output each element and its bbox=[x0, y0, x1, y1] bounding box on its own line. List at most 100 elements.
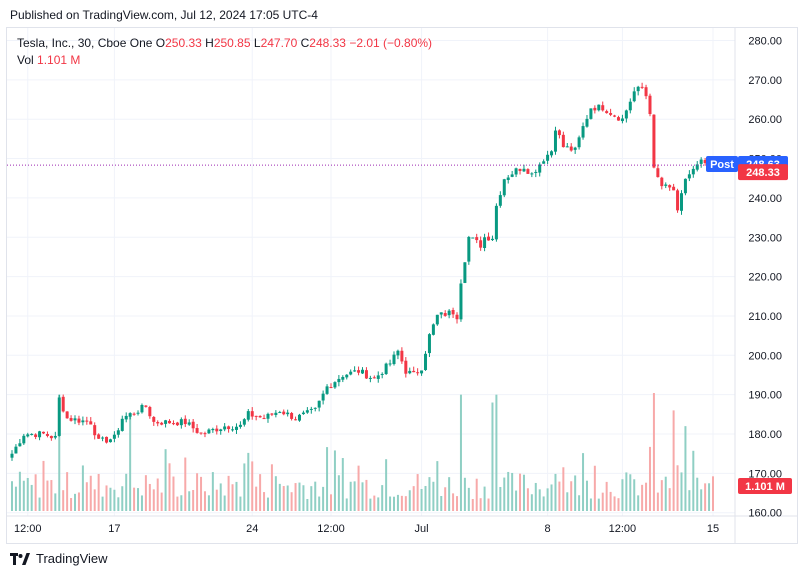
volume-bar bbox=[89, 475, 92, 511]
y-tick-label: 200.00 bbox=[748, 350, 782, 362]
candle-body bbox=[128, 413, 132, 417]
candle-body bbox=[223, 426, 227, 430]
y-tick-label: 170.00 bbox=[748, 468, 782, 480]
volume-badge-text: 1.101 M bbox=[745, 481, 785, 493]
candle-body bbox=[475, 237, 479, 241]
volume-bar bbox=[589, 498, 592, 511]
y-tick-label: 260.00 bbox=[748, 114, 782, 126]
candle-body bbox=[585, 118, 589, 127]
candle-body bbox=[613, 115, 617, 117]
volume-bar bbox=[294, 483, 297, 511]
volume-bar bbox=[519, 473, 522, 511]
candle-body bbox=[483, 237, 487, 249]
candle-body bbox=[408, 370, 412, 374]
candle-body bbox=[353, 370, 357, 372]
candle-body bbox=[93, 425, 97, 436]
volume-bar bbox=[263, 492, 266, 511]
volume-bar bbox=[97, 473, 100, 511]
candle-body bbox=[85, 420, 89, 422]
volume-bar bbox=[515, 490, 518, 511]
volume-bar bbox=[54, 493, 57, 511]
candle-body bbox=[676, 190, 680, 211]
volume-bar bbox=[302, 485, 305, 511]
candle-body bbox=[364, 370, 368, 379]
x-tick-label: 24 bbox=[246, 523, 258, 535]
volume-bar bbox=[70, 498, 73, 511]
volume-bar bbox=[534, 482, 537, 511]
volume-bar bbox=[558, 481, 561, 511]
candle-body bbox=[400, 350, 404, 362]
candle-body bbox=[191, 421, 195, 429]
volume-bar bbox=[400, 495, 403, 511]
candle-body bbox=[628, 101, 632, 111]
volume-bar bbox=[125, 473, 128, 511]
candle-body bbox=[282, 411, 286, 415]
volume-bar bbox=[656, 492, 659, 511]
candle-body bbox=[305, 410, 309, 413]
candle-body bbox=[593, 107, 597, 111]
candle-body bbox=[404, 360, 408, 374]
y-tick-label: 230.00 bbox=[748, 232, 782, 244]
volume-bar bbox=[456, 496, 459, 511]
volume-bar bbox=[278, 483, 281, 511]
candle-body bbox=[660, 177, 664, 187]
volume-label: Vol bbox=[17, 53, 34, 67]
volume-bar bbox=[46, 480, 49, 511]
close-value: 248.33 bbox=[309, 36, 346, 50]
volume-bar bbox=[448, 477, 451, 511]
close-label: C bbox=[300, 36, 310, 50]
volume-bar bbox=[341, 458, 344, 511]
volume-bar bbox=[282, 486, 285, 511]
candle-body bbox=[321, 393, 325, 401]
volume-bar bbox=[467, 487, 470, 511]
volume-bar bbox=[66, 472, 69, 511]
volume-bar bbox=[314, 481, 317, 511]
volume-bar bbox=[274, 476, 277, 511]
volume-bar bbox=[507, 471, 510, 511]
post-label-badge bbox=[706, 155, 738, 172]
volume-bar bbox=[85, 482, 88, 511]
volume-bar bbox=[290, 492, 293, 511]
volume-bar bbox=[133, 487, 136, 511]
volume-bar bbox=[333, 450, 336, 511]
candle-body bbox=[361, 369, 364, 374]
candle-body bbox=[636, 86, 640, 92]
volume-bar bbox=[326, 447, 329, 511]
volume-bar bbox=[712, 476, 714, 511]
volume-bar bbox=[487, 498, 490, 511]
candle-body bbox=[420, 370, 424, 374]
footer-brand[interactable]: TradingView bbox=[10, 551, 108, 566]
candle-body bbox=[105, 436, 109, 443]
volume-bar bbox=[495, 394, 498, 511]
candle-body bbox=[203, 433, 207, 435]
candle-body bbox=[550, 151, 554, 156]
candle-body bbox=[632, 91, 636, 102]
volume-bar bbox=[259, 474, 262, 511]
brand-name: TradingView bbox=[36, 551, 108, 566]
tradingview-logo-icon bbox=[10, 552, 30, 566]
candle-body bbox=[42, 431, 46, 434]
candle-body bbox=[266, 413, 270, 419]
volume-bar bbox=[255, 486, 258, 511]
x-tick-label: 8 bbox=[545, 523, 551, 535]
candle-body bbox=[412, 370, 416, 373]
candle-body bbox=[510, 174, 514, 177]
y-tick-label: 240.00 bbox=[748, 193, 782, 205]
volume-bar bbox=[38, 497, 41, 511]
volume-bar bbox=[266, 497, 269, 511]
volume-bar bbox=[322, 486, 325, 511]
last-price-text: 248.33 bbox=[746, 167, 780, 179]
post-label-text: Post bbox=[710, 159, 734, 171]
volume-bar bbox=[452, 493, 455, 511]
volume-bar bbox=[554, 473, 557, 511]
volume-bar bbox=[365, 479, 368, 511]
candle-body bbox=[250, 411, 254, 417]
candle-body bbox=[38, 431, 42, 438]
volume-bar bbox=[562, 467, 565, 511]
candle-body bbox=[195, 428, 199, 433]
volume-bar bbox=[424, 485, 427, 511]
volume-bar bbox=[428, 477, 431, 511]
volume-bar bbox=[436, 461, 439, 511]
candle-body bbox=[487, 236, 491, 241]
